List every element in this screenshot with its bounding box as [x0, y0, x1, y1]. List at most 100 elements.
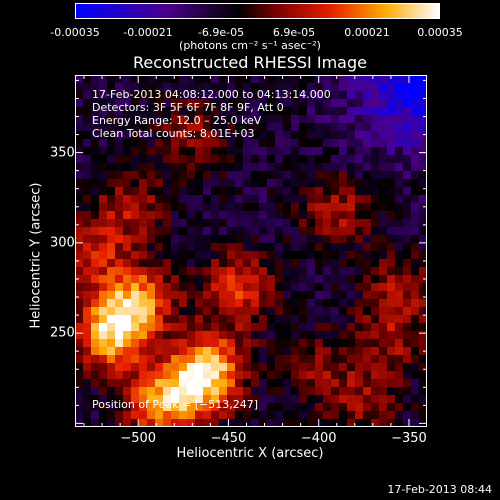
heatmap-cell — [75, 347, 84, 356]
heatmap-cell — [155, 347, 164, 356]
heatmap-cell — [363, 131, 372, 140]
heatmap-cell — [91, 299, 100, 308]
heatmap-cell — [251, 347, 260, 356]
heatmap-cell — [371, 363, 380, 372]
heatmap-cell — [75, 147, 84, 156]
heatmap-cell — [147, 307, 156, 316]
heatmap-cell — [323, 243, 332, 252]
heatmap-cell — [139, 171, 148, 180]
heatmap-cell — [371, 155, 380, 164]
heatmap-cell — [171, 83, 180, 92]
heatmap-cell — [387, 171, 396, 180]
heatmap-cell — [131, 251, 140, 260]
heatmap-cell — [131, 123, 140, 132]
heatmap-cell — [195, 283, 204, 292]
heatmap-cell — [107, 163, 116, 172]
heatmap-cell — [331, 371, 340, 380]
heatmap-cell — [179, 307, 188, 316]
heatmap-cell — [163, 267, 172, 276]
heatmap-cell — [411, 91, 420, 100]
heatmap-cell — [139, 267, 148, 276]
heatmap-cell — [307, 259, 316, 268]
heatmap-cell — [203, 251, 212, 260]
heatmap-cell — [227, 179, 236, 188]
heatmap-cell — [91, 99, 100, 108]
heatmap-cell — [363, 195, 372, 204]
heatmap-cell — [243, 115, 252, 124]
heatmap-cell — [131, 163, 140, 172]
heatmap-cell — [339, 331, 348, 340]
heatmap-cell — [219, 155, 228, 164]
heatmap-cell — [115, 331, 124, 340]
heatmap-cell — [347, 299, 356, 308]
heatmap-cell — [283, 419, 292, 427]
heatmap-cell — [179, 339, 188, 348]
heatmap-cell — [355, 195, 364, 204]
heatmap-cell — [363, 403, 372, 412]
heatmap-cell — [203, 387, 212, 396]
heatmap-cell — [163, 91, 172, 100]
heatmap-cell — [315, 187, 324, 196]
heatmap-cell — [179, 323, 188, 332]
heatmap-cell — [419, 99, 427, 108]
heatmap-cell — [259, 107, 268, 116]
heatmap-cell — [131, 99, 140, 108]
heatmap-cell — [419, 331, 427, 340]
heatmap-cell — [275, 187, 284, 196]
heatmap-cell — [155, 83, 164, 92]
heatmap-cell — [147, 267, 156, 276]
heatmap-cell — [411, 291, 420, 300]
heatmap-cell — [147, 211, 156, 220]
heatmap-cell — [171, 291, 180, 300]
heatmap-cell — [267, 203, 276, 212]
heatmap-cell — [307, 419, 316, 427]
heatmap-cell — [371, 283, 380, 292]
heatmap-cell — [395, 355, 404, 364]
heatmap-cell — [99, 411, 108, 420]
heatmap-cell — [139, 411, 148, 420]
heatmap-cell — [171, 323, 180, 332]
heatmap-cell — [299, 179, 308, 188]
heatmap-cell — [107, 387, 116, 396]
heatmap-cell — [403, 387, 412, 396]
heatmap-cell — [219, 251, 228, 260]
heatmap-cell — [171, 411, 180, 420]
heatmap-cell — [323, 211, 332, 220]
heatmap-cell — [267, 211, 276, 220]
heatmap-cell — [251, 387, 260, 396]
heatmap-cell — [395, 275, 404, 284]
heatmap-cell — [107, 219, 116, 228]
heatmap-cell — [195, 115, 204, 124]
heatmap-cell — [363, 379, 372, 388]
heatmap-cell — [83, 251, 92, 260]
heatmap-cell — [115, 339, 124, 348]
heatmap-cell — [235, 147, 244, 156]
heatmap-cell — [379, 419, 388, 427]
heatmap-cell — [179, 411, 188, 420]
heatmap-cell — [83, 91, 92, 100]
heatmap-cell — [299, 227, 308, 236]
heatmap-cell — [187, 395, 196, 404]
heatmap-cell — [99, 355, 108, 364]
heatmap-cell — [395, 163, 404, 172]
heatmap-cell — [107, 227, 116, 236]
heatmap-cell — [315, 171, 324, 180]
heatmap-cell — [387, 387, 396, 396]
heatmap-cell — [307, 275, 316, 284]
heatmap-cell — [187, 195, 196, 204]
heatmap-cell — [387, 147, 396, 156]
heatmap-cell — [139, 379, 148, 388]
heatmap-cell — [75, 235, 84, 244]
heatmap-cell — [267, 251, 276, 260]
heatmap-cell — [283, 131, 292, 140]
heatmap-cell — [379, 291, 388, 300]
heatmap-cell — [147, 147, 156, 156]
heatmap-cell — [91, 251, 100, 260]
heatmap-cell — [203, 259, 212, 268]
heatmap-cell — [307, 283, 316, 292]
heatmap-cell — [307, 299, 316, 308]
heatmap-cell — [139, 259, 148, 268]
heatmap-cell — [147, 83, 156, 92]
heatmap-cell — [187, 227, 196, 236]
heatmap-cell — [187, 243, 196, 252]
